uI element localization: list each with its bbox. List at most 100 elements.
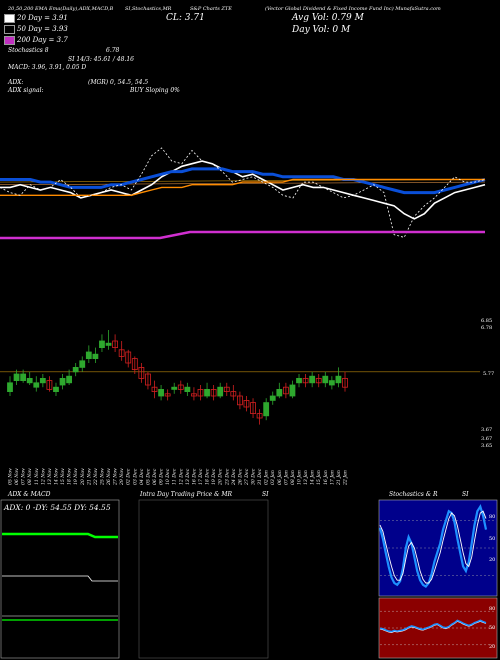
candle-body	[26, 377, 33, 384]
date-tick: 03 Jan	[270, 470, 276, 485]
date-tick: 21 Nov	[86, 468, 92, 486]
date-tick: 11 Dec	[172, 468, 178, 485]
candle-body	[263, 402, 270, 417]
date-tick: 10 Jan	[297, 470, 303, 485]
candle-body	[33, 382, 40, 388]
candle-body	[125, 351, 132, 364]
candle-body	[46, 380, 53, 390]
si-tick-80: 80	[489, 606, 496, 612]
date-tick: 20 Nov	[80, 468, 86, 486]
candle-body	[20, 373, 27, 381]
candle-body	[184, 386, 191, 393]
date-tick: 29 Nov	[119, 468, 125, 486]
candle-body	[66, 375, 73, 384]
candle-body	[197, 388, 204, 397]
adx-value: (MGR) 0, 54.5, 54.5	[88, 79, 149, 86]
date-axis: 05 Nov 06 Nov 07 Nov 08 Nov 11 Nov 12 Nov 13 N…	[8, 468, 349, 486]
date-tick: 03 Dec	[132, 468, 138, 485]
date-tick: 24 Dec	[231, 468, 237, 486]
stoch-lines	[378, 503, 496, 589]
candle-body	[118, 349, 125, 357]
header-title-left: 20,50,200 EMA Ema(Daily),ADX,MACD,B	[8, 6, 114, 12]
candle-body	[302, 377, 309, 384]
ema20-label: 20 Day = 3.91	[17, 14, 68, 22]
candle-body	[256, 413, 263, 419]
price-label-top2: 6.78	[481, 325, 493, 331]
date-tick: 14 Jan	[310, 470, 316, 485]
candles	[0, 330, 480, 425]
si-tick-20: 20	[489, 644, 496, 650]
ema-lines	[0, 147, 486, 240]
date-tick: 06 Jan	[277, 470, 283, 485]
candle-body	[158, 388, 164, 397]
ema-line-200-day	[0, 178, 485, 197]
date-tick: 15 Jan	[316, 470, 322, 485]
date-tick: 23 Dec	[224, 468, 230, 486]
candle-body	[269, 395, 276, 401]
candle-body	[342, 377, 348, 388]
date-tick: 17 Dec	[198, 468, 204, 485]
candle-body	[276, 388, 283, 397]
candle-body	[322, 375, 329, 384]
adx-signal-label: ADX signal:	[8, 87, 44, 94]
candle-body	[289, 384, 296, 397]
buy-signal-text: BUY Sloping 0%	[130, 87, 180, 94]
candle-body	[99, 340, 105, 348]
si-line-blue	[379, 619, 487, 633]
adx-line-white	[2, 575, 118, 582]
date-tick: 19 Nov	[73, 468, 79, 485]
ema200-label: 200 Day = 3.7	[17, 36, 68, 44]
candle-body	[309, 375, 316, 384]
stoch-k-line	[378, 503, 488, 589]
si-tick-50: 50	[489, 625, 496, 631]
day-vol-label: Day Vol: 0 M	[292, 25, 351, 35]
candle-body	[315, 377, 322, 384]
adx-panel-frame	[0, 499, 120, 659]
date-tick: 18 Dec	[205, 468, 211, 485]
candle-body	[171, 386, 178, 390]
candle-body	[237, 395, 243, 406]
date-tick: 16 Dec	[191, 468, 197, 485]
candle-body	[296, 377, 302, 384]
macd-readout: MACD: 3.96, 3.91, 0.05 D	[8, 64, 87, 71]
price-label-low2: 3.67	[481, 436, 493, 442]
candle-body	[92, 353, 99, 360]
date-tick: 12 Dec	[178, 468, 184, 485]
candle-body	[13, 373, 20, 381]
candle-body	[105, 342, 112, 346]
price-label-top1: 6.85	[481, 318, 493, 324]
adx-lines	[2, 532, 118, 621]
date-tick: 06 Nov	[14, 468, 20, 485]
candle-body	[250, 402, 256, 415]
avg-vol-label: Avg Vol: 0.79 M	[292, 13, 364, 23]
date-tick: 10 Dec	[165, 468, 171, 485]
date-tick: 15 Nov	[60, 468, 66, 485]
candle-body	[282, 386, 289, 395]
candle-body	[151, 386, 158, 393]
candle-body	[230, 391, 237, 397]
candle-body	[223, 386, 230, 393]
adx-label: ADX:	[8, 79, 24, 86]
ema-band-2	[0, 181, 486, 186]
date-tick: 05 Dec	[145, 468, 151, 485]
header-title-mid2: S&P Charts ZTE	[190, 6, 232, 12]
stoch-tick-80: 80	[489, 514, 496, 520]
date-tick: 20 Dec	[218, 468, 224, 486]
date-tick: 26 Nov	[106, 468, 112, 486]
stoch-panel-title: Stochastics & R	[389, 491, 438, 498]
si-readout: SI 14/3: 45.61 / 48.16	[68, 56, 134, 63]
date-tick: 17 Jan	[329, 470, 335, 485]
header-title-mid: SI,Stochastics,MR	[125, 6, 172, 12]
date-tick: 04 Dec	[139, 468, 145, 485]
date-tick: 12 Nov	[40, 468, 46, 485]
date-tick: 14 Nov	[53, 468, 59, 485]
adx-panel-readout: ADX: 0 -DY: 54.55 DY: 54.55	[4, 503, 111, 512]
candle-body	[59, 377, 66, 386]
candle-body	[39, 377, 46, 384]
header-title-right: (Vector Global Dividend & Fixed Income F…	[265, 6, 441, 12]
date-tick: 22 Jan	[343, 470, 349, 486]
price-label-low1: 3.67	[481, 427, 493, 433]
intra-panel-title: Intra Day Trading Price & MR	[140, 491, 233, 498]
stoch-d-line	[379, 510, 487, 584]
date-tick: 19 Dec	[211, 468, 217, 485]
